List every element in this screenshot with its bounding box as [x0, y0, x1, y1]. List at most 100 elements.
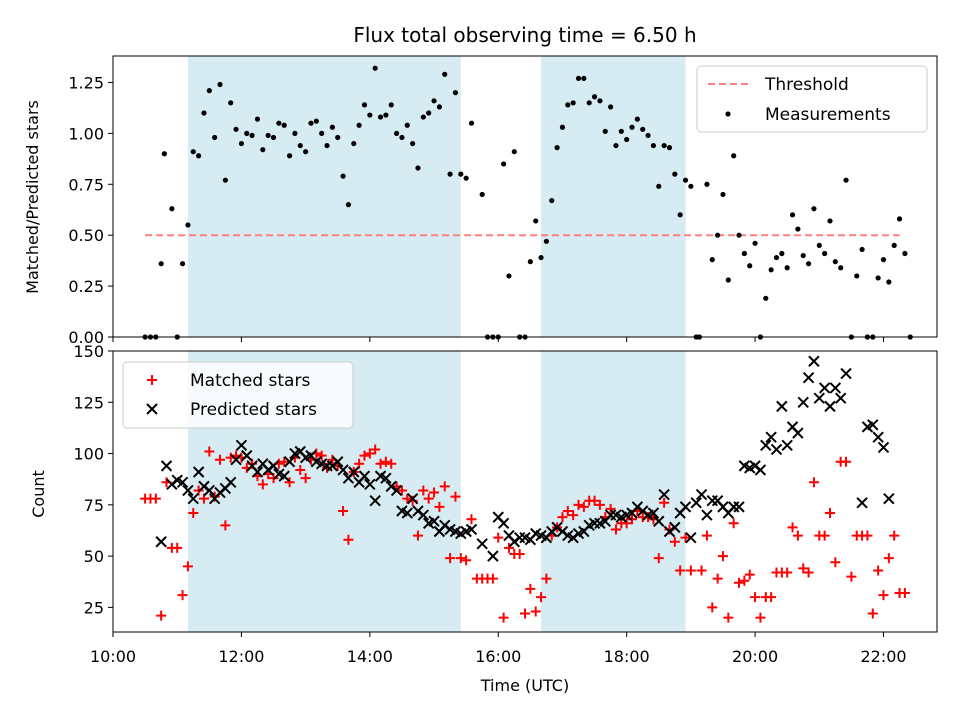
matched-star-point	[439, 481, 450, 492]
matched-star-point	[675, 565, 686, 576]
measurement-point	[661, 142, 667, 149]
measurement-point	[222, 177, 228, 183]
matched-star-point	[889, 530, 900, 541]
measurement-point	[254, 116, 261, 122]
matched-star-point	[150, 493, 161, 504]
y-tick-label: 1.00	[68, 124, 104, 143]
measurement-point	[533, 218, 539, 224]
predicted-star-point	[840, 367, 852, 380]
predicted-star-point	[856, 497, 868, 509]
y-tick-label: 100	[73, 445, 104, 464]
predicted-star-point	[802, 371, 815, 384]
matched-star-point	[867, 608, 878, 619]
bottom-legend: Matched stars Predicted stars	[122, 361, 354, 429]
measurement-point	[613, 142, 619, 149]
predicted-star-point	[176, 476, 189, 488]
measurement-point	[270, 134, 277, 141]
measurement-point	[843, 177, 849, 183]
predicted-star-point	[754, 464, 767, 476]
predicted-star-point	[797, 396, 809, 408]
measurement-point	[854, 273, 860, 279]
matched-star-point	[316, 450, 327, 461]
predicted-star-point	[225, 476, 237, 488]
predicted-star-point	[776, 400, 788, 413]
matched-star-point	[739, 575, 750, 586]
measurement-point	[351, 140, 357, 147]
measurement-point	[479, 191, 485, 198]
predicted-star-point	[235, 439, 248, 452]
measurement-point	[704, 181, 710, 187]
matched-star-point	[862, 530, 873, 541]
matched-star-point	[396, 485, 407, 496]
matched-star-point	[156, 610, 167, 621]
matched-star-point	[220, 520, 231, 531]
predicted-star-point	[679, 501, 692, 513]
x-tick-label: 12:00	[218, 647, 264, 666]
bottom-y-axis-label: Count	[29, 470, 48, 518]
measurement-point	[286, 153, 293, 159]
matched-star-point	[841, 456, 852, 467]
predicted-star-point	[877, 441, 890, 454]
measurement-point	[554, 145, 560, 151]
measurement-point	[442, 71, 448, 77]
measurement-point	[335, 134, 341, 141]
measurement-point	[725, 277, 731, 283]
matched-star-point	[594, 499, 605, 510]
predicted-star-point	[733, 501, 745, 513]
matched-star-point	[899, 588, 910, 599]
predicted-star-point	[695, 488, 708, 501]
matched-star-point	[578, 501, 589, 512]
matched-star-point	[498, 612, 509, 623]
measurement-point	[902, 250, 908, 257]
top-panel: 0.00 0.25 0.50 0.75 1.00 1.25 Flux total obse…	[23, 23, 938, 347]
measurement-point	[543, 238, 550, 244]
measurement-point	[308, 120, 314, 126]
measurement-point	[602, 128, 608, 134]
measurement-point	[324, 142, 330, 149]
y-tick-label: 75	[84, 496, 104, 515]
matched-star-point	[182, 561, 193, 572]
matched-star-point	[605, 503, 616, 514]
measurement-point	[297, 142, 303, 149]
predicted-star-point	[690, 497, 702, 509]
matched-legend-swatch	[147, 375, 157, 385]
predicted-star-point	[824, 400, 836, 413]
predicted-star-point	[808, 355, 820, 367]
predicted-star-point	[867, 419, 879, 431]
threshold-legend-label: Threshold	[764, 75, 849, 95]
measurement-point	[506, 273, 512, 279]
y-tick-label: 1.25	[68, 73, 104, 92]
measurement-point	[260, 147, 266, 153]
predicted-star-point	[647, 507, 660, 519]
matched-star-point	[792, 530, 803, 541]
matched-star-point	[412, 530, 423, 541]
predicted-star-point	[348, 466, 360, 478]
matched-star-point	[493, 532, 504, 543]
measurement-point	[436, 104, 442, 110]
measurement-point	[747, 263, 753, 269]
measurement-point	[458, 171, 464, 177]
matched-star-point	[514, 549, 525, 560]
predicted-star-point	[380, 472, 392, 484]
measurement-point	[672, 171, 678, 177]
predicted-star-point	[230, 454, 242, 466]
measurement-point	[244, 130, 250, 136]
measurement-point	[179, 261, 186, 267]
measurement-point	[570, 100, 576, 106]
predicted-star-point	[781, 439, 793, 452]
matched-star-point	[782, 567, 793, 578]
measurement-point	[426, 110, 432, 116]
predicted-legend-swatch	[146, 403, 158, 415]
matched-star-point	[707, 602, 718, 613]
measurement-point	[313, 118, 319, 124]
shaded-interval	[187, 56, 461, 337]
matched-star-point	[659, 497, 670, 508]
measurement-point	[388, 102, 394, 108]
measurement-point	[217, 81, 223, 88]
measurement-point	[158, 261, 164, 267]
measurement-point	[875, 275, 881, 281]
matched-star-point	[573, 499, 584, 510]
matched-star-point	[530, 606, 541, 617]
predicted-star-point	[155, 536, 167, 548]
matched-star-point	[204, 446, 215, 457]
